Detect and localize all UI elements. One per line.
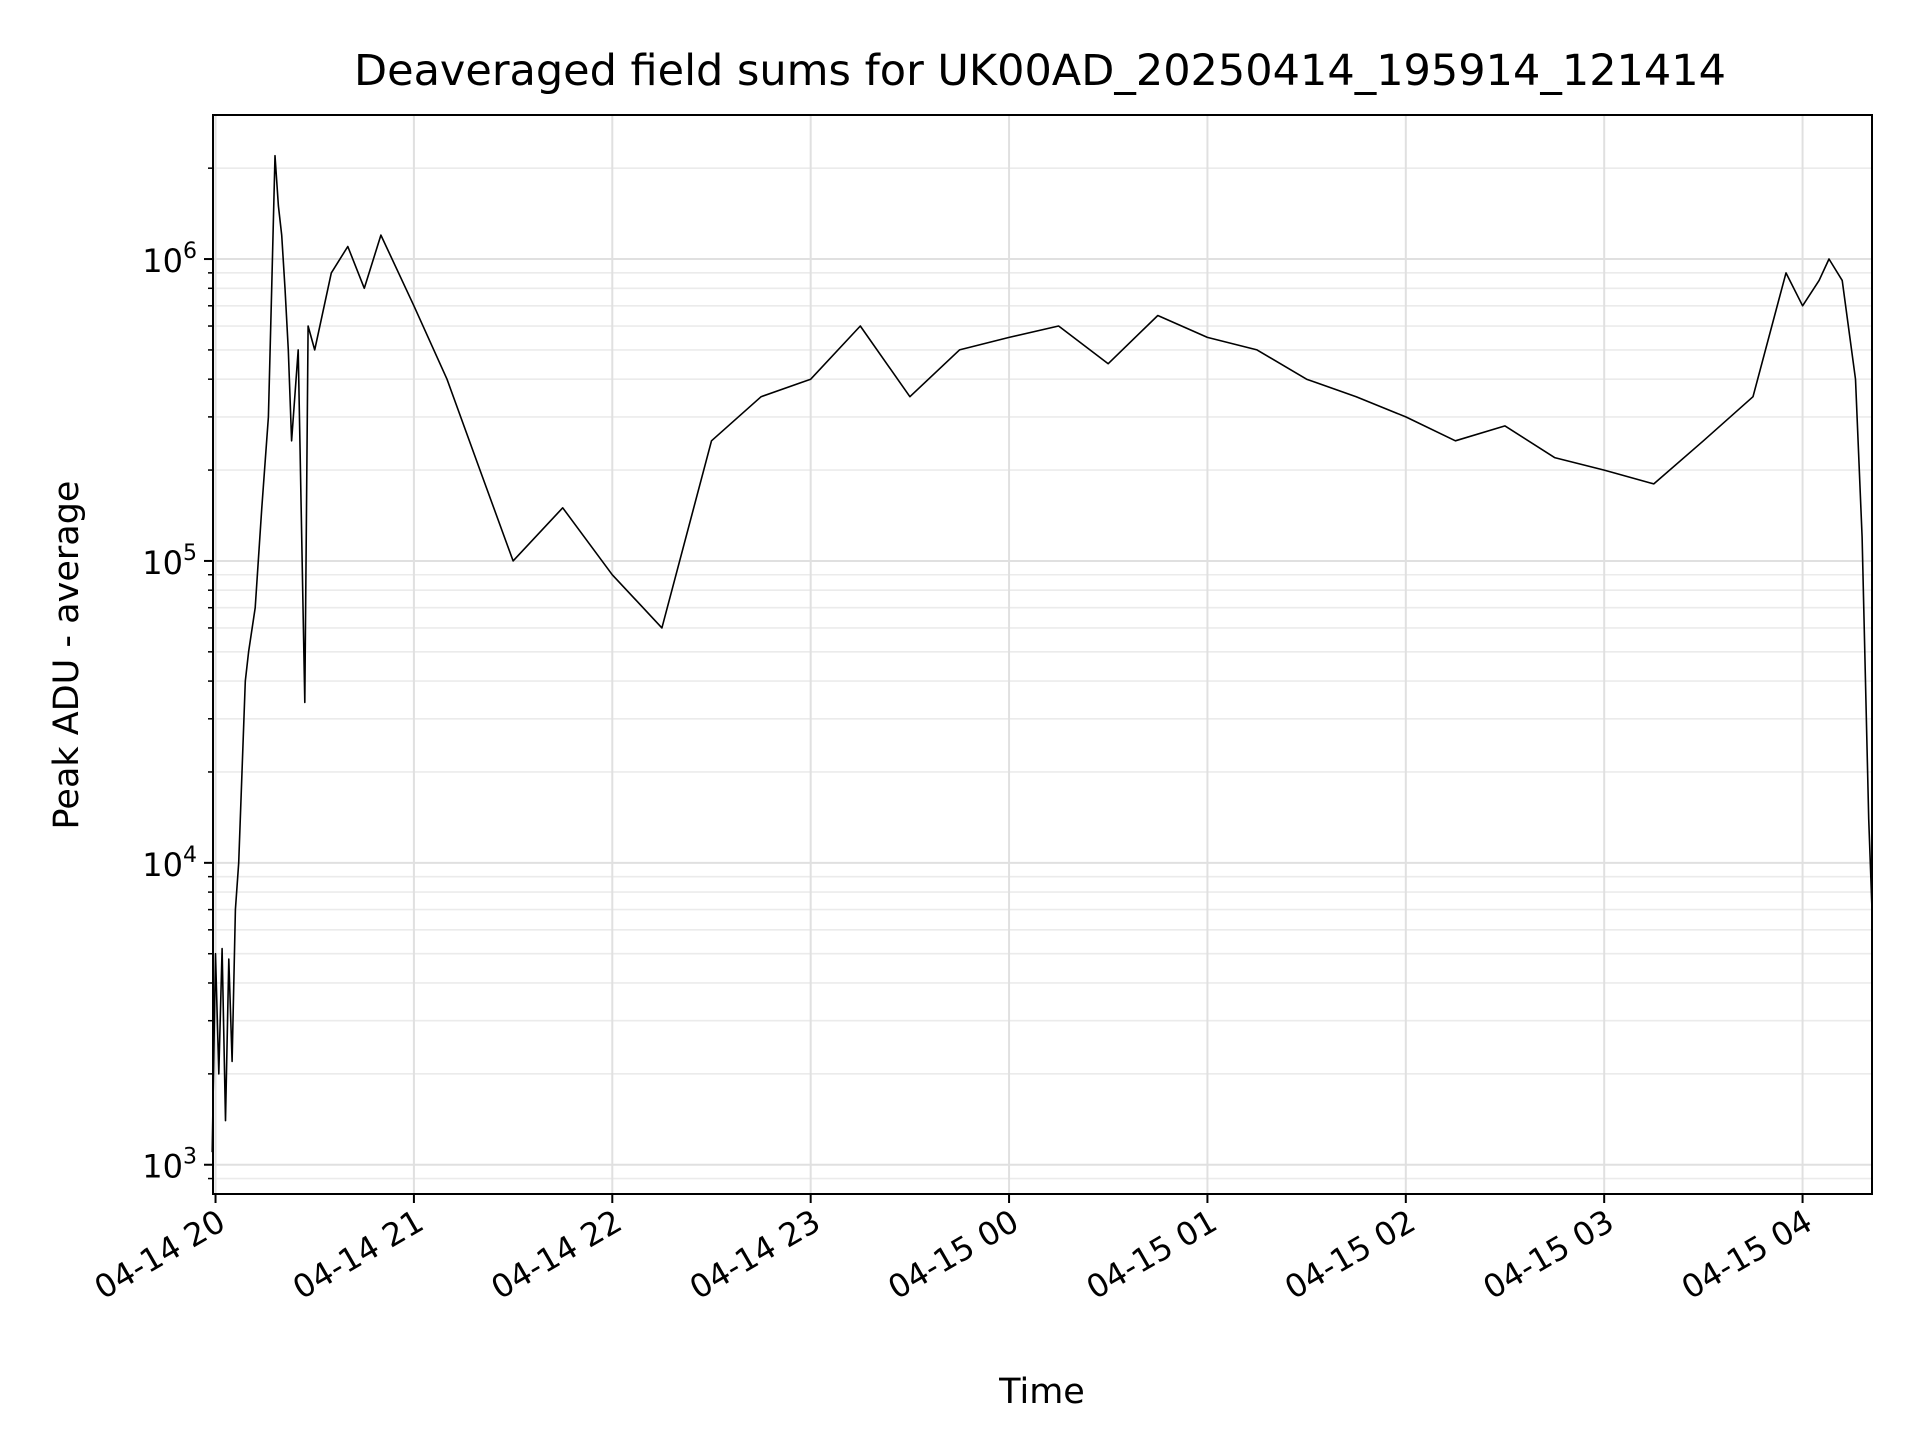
y-tick-label: 104 (142, 843, 197, 884)
y-tick-label: 105 (142, 541, 197, 582)
chart-title: Deaveraged field sums for UK00AD_2025041… (354, 46, 1726, 96)
x-axis-label: Time (998, 1372, 1085, 1412)
y-axis-label: Peak ADU - average (47, 481, 87, 830)
plot-frame (212, 114, 1873, 1195)
y-tick-label: 103 (142, 1145, 197, 1186)
series-line (211, 154, 1873, 1153)
series-layer (211, 154, 1873, 1153)
grid (213, 115, 1872, 1194)
y-axis: 103 104 105 106 (142, 167, 213, 1186)
y-tick-label: 106 (142, 239, 197, 280)
